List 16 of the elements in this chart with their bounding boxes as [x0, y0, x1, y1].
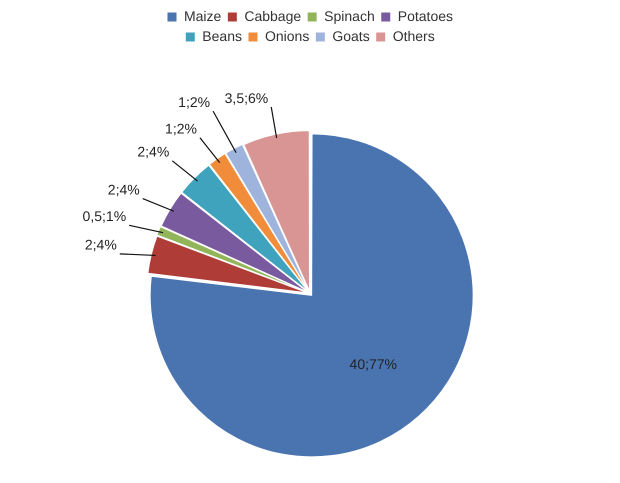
legend-label: Maize — [184, 8, 222, 24]
legend-label: Goats — [332, 28, 370, 44]
legend-label: Others — [392, 28, 435, 44]
legend-label: Cabbage — [244, 8, 302, 24]
data-label: 2;4% — [137, 144, 170, 160]
legend-label: Beans — [202, 28, 242, 44]
legend-label: Onions — [264, 28, 310, 44]
data-label: 0,5;1% — [82, 208, 126, 224]
data-label: 1;2% — [165, 120, 197, 137]
data-label: 40;77% — [350, 356, 398, 372]
legend-label: Spinach — [324, 8, 375, 24]
data-label: 1;2% — [178, 94, 210, 110]
data-label: 2;4% — [84, 236, 117, 253]
data-label: 3,5;6% — [224, 90, 268, 106]
legend-label: Potatoes — [398, 8, 454, 24]
data-label: 2;4% — [108, 181, 140, 198]
